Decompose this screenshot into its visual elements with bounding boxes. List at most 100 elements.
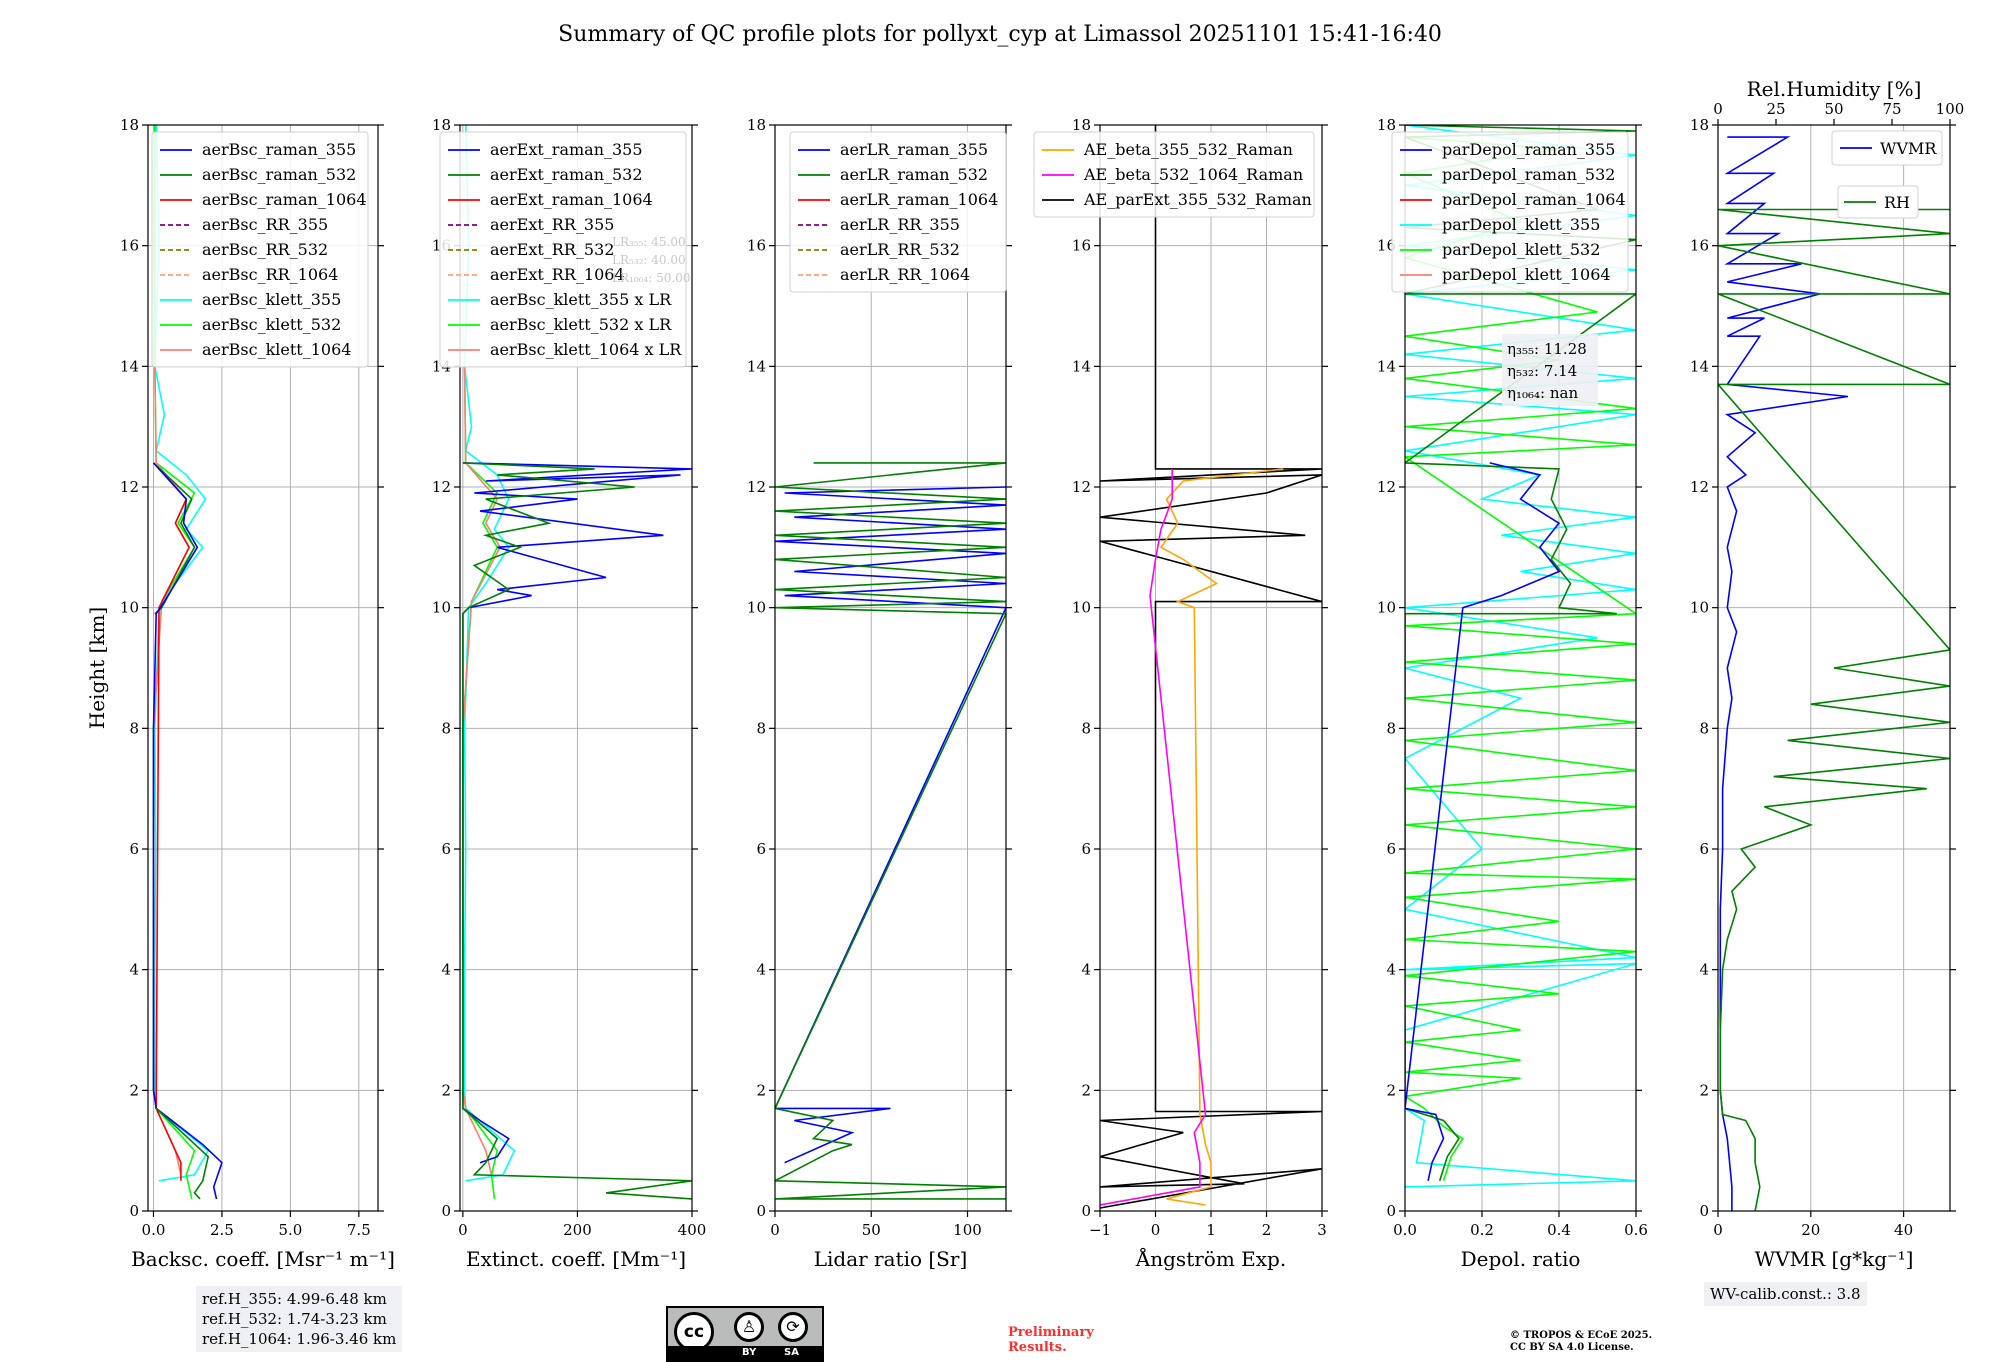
legend-box-rh xyxy=(1837,185,1919,219)
top-x-axis-label: Rel.Humidity [%] xyxy=(1747,77,1922,101)
legend-entry-label: aerBsc_klett_1064 x LR xyxy=(490,340,682,359)
legend-entry-label: parDepol_raman_532 xyxy=(1442,165,1615,184)
x-axis-label-depol: Depol. ratio xyxy=(1461,1247,1581,1271)
series-line-klett_1064_LR xyxy=(462,366,502,1175)
legend-entry-label: aerBsc_RR_1064 xyxy=(202,265,338,284)
attribution-person-icon: ♙ xyxy=(734,1312,764,1342)
reference-heights-box: ref.H_355: 4.99-6.48 km ref.H_532: 1.74-… xyxy=(196,1286,403,1352)
eta-value: η₁₀₆₄: nan xyxy=(1507,384,1578,402)
legend-entry-label: aerBsc_klett_532 x LR xyxy=(490,315,672,334)
panel-bsc: 0 2 4 6 8 10 12 14 16 18 0.0 2.5 5.0 7.5 Backsc. coeff… xyxy=(120,116,395,1271)
y-tick-label: 8 xyxy=(1386,719,1396,737)
y-tick-label: 14 xyxy=(120,357,139,375)
y-tick-label: 0 xyxy=(756,1202,766,1220)
x-axis-label-bsc: Backsc. coeff. [Msr⁻¹ m⁻¹] xyxy=(131,1247,395,1271)
y-tick-label: 4 xyxy=(441,961,451,979)
legend-entry-label: parDepol_raman_1064 xyxy=(1442,190,1626,209)
legend-entry-label: RH xyxy=(1884,193,1910,212)
y-tick-label: 2 xyxy=(1386,1081,1396,1099)
y-tick-label: 6 xyxy=(441,840,451,858)
y-tick-label: 2 xyxy=(441,1081,451,1099)
y-tick-label: 2 xyxy=(756,1081,766,1099)
legend-entry-label: aerExt_raman_355 xyxy=(490,140,643,159)
top-x-tick-label: 25 xyxy=(1766,100,1785,118)
legend-box-bsc xyxy=(151,131,369,368)
x-tick-label: 0.0 xyxy=(1393,1221,1417,1239)
y-tick-label: 18 xyxy=(1690,116,1709,134)
lidar-ratio-note: LR₁₀₆₄: 50.00 xyxy=(612,271,690,285)
legend-box-depol xyxy=(1391,131,1629,293)
y-tick-label: 18 xyxy=(1377,116,1396,134)
series-line-AE_parExt xyxy=(1100,125,1322,1209)
legend-entry-label: aerExt_RR_532 xyxy=(490,240,614,259)
x-tick-label: 50 xyxy=(862,1221,881,1239)
x-tick-label: 5.0 xyxy=(278,1221,302,1239)
eta-box xyxy=(1502,334,1598,406)
figure-title: Summary of QC profile plots for pollyxt_… xyxy=(558,22,1442,47)
x-tick-label: 0.4 xyxy=(1547,1221,1571,1239)
preliminary-line-2: Results. xyxy=(1008,1340,1067,1355)
legend-entry-label: WVMR xyxy=(1880,139,1937,158)
y-tick-label: 18 xyxy=(747,116,766,134)
preliminary-results-note: Preliminary Results. xyxy=(1008,1325,1094,1355)
ref-height-1064: ref.H_1064: 1.96-3.46 km xyxy=(202,1330,397,1348)
x-axis-label-wv: WVMR [g*kg⁻¹] xyxy=(1755,1247,1914,1271)
preliminary-line-1: Preliminary xyxy=(1008,1325,1094,1340)
y-tick-label: 4 xyxy=(1081,961,1091,979)
x-tick-label: 40 xyxy=(1894,1221,1913,1239)
y-tick-label: 8 xyxy=(1081,719,1091,737)
y-axis-label: Height [km] xyxy=(85,607,109,729)
legend-box-wvmr xyxy=(1831,130,1943,166)
panel-ext: 0246810121416180200400Extinct. coeff. [M… xyxy=(432,116,706,1271)
y-tick-label: 6 xyxy=(1699,840,1709,858)
legend-entry-label: aerBsc_klett_355 x LR xyxy=(490,290,672,309)
license-badge-bar xyxy=(668,1346,822,1360)
series-line-aerBsc_raman_355 xyxy=(152,462,223,1200)
axes-frame-bsc xyxy=(147,124,379,1212)
legend-entry-label: aerBsc_raman_532 xyxy=(202,165,356,184)
y-tick-label: 12 xyxy=(120,478,139,496)
series-line-aerLR_raman_355 xyxy=(775,486,1006,1164)
top-x-tick-label: 100 xyxy=(1936,100,1965,118)
license-by-label: BY xyxy=(742,1347,757,1358)
legend-entry-label: aerExt_RR_1064 xyxy=(490,265,625,284)
y-tick-label: 0 xyxy=(1699,1202,1709,1220)
legend-entry-label: parDepol_klett_532 xyxy=(1442,240,1600,259)
y-tick-label: 8 xyxy=(756,719,766,737)
y-tick-label: 16 xyxy=(120,237,139,255)
axes-frame-depol xyxy=(1404,124,1637,1212)
y-tick-label: 16 xyxy=(747,237,766,255)
x-tick-label: 200 xyxy=(563,1221,592,1239)
y-tick-label: 6 xyxy=(129,840,139,858)
series-line-aerExt_raman_355 xyxy=(462,462,692,1164)
series-line-aerBsc_raman_532_low xyxy=(155,1107,210,1200)
y-tick-label: 12 xyxy=(432,478,451,496)
legend-entry-label: aerLR_raman_532 xyxy=(840,165,988,184)
legend-box-ae xyxy=(1033,131,1315,218)
license-sa-label: SA xyxy=(784,1347,799,1358)
lidar-ratio-note: LR₅₃₂: 40.00 xyxy=(612,253,686,267)
legend-entry-label: aerBsc_klett_1064 xyxy=(202,340,351,359)
y-tick-label: 6 xyxy=(756,840,766,858)
x-tick-label: 0 xyxy=(770,1221,780,1239)
y-tick-label: 10 xyxy=(1072,599,1091,617)
y-tick-label: 10 xyxy=(432,599,451,617)
y-tick-label: 10 xyxy=(1377,599,1396,617)
y-tick-label: 18 xyxy=(1072,116,1091,134)
share-alike-icon: ⟳ xyxy=(778,1312,808,1342)
y-tick-label: 16 xyxy=(1690,237,1709,255)
y-tick-label: 4 xyxy=(1699,961,1709,979)
x-axis-label-ext: Extinct. coeff. [Mm⁻¹] xyxy=(466,1247,686,1271)
legend-entry-label: AE_beta_532_1064_Raman xyxy=(1083,165,1303,184)
series-line-AE_beta_532_1064 xyxy=(1100,468,1207,1206)
panel-depol: 0 2 4 6 8 10 12 14 16 18 0.0 0.2 0.4 0.6 Depol. ratio p… xyxy=(1377,116,1648,1271)
legend-entry-label: aerLR_RR_532 xyxy=(840,240,960,259)
legend-entry-label: aerBsc_raman_1064 xyxy=(202,190,367,209)
y-tick-label: 0 xyxy=(441,1202,451,1220)
lidar-ratio-note: LR₃₅₅: 45.00 xyxy=(612,235,686,249)
top-x-tick-label: 75 xyxy=(1882,100,1901,118)
eta-value: η₃₅₅: 11.28 xyxy=(1507,340,1587,358)
x-tick-label: 2 xyxy=(1262,1221,1272,1239)
series-group-wv xyxy=(1718,136,1950,1211)
